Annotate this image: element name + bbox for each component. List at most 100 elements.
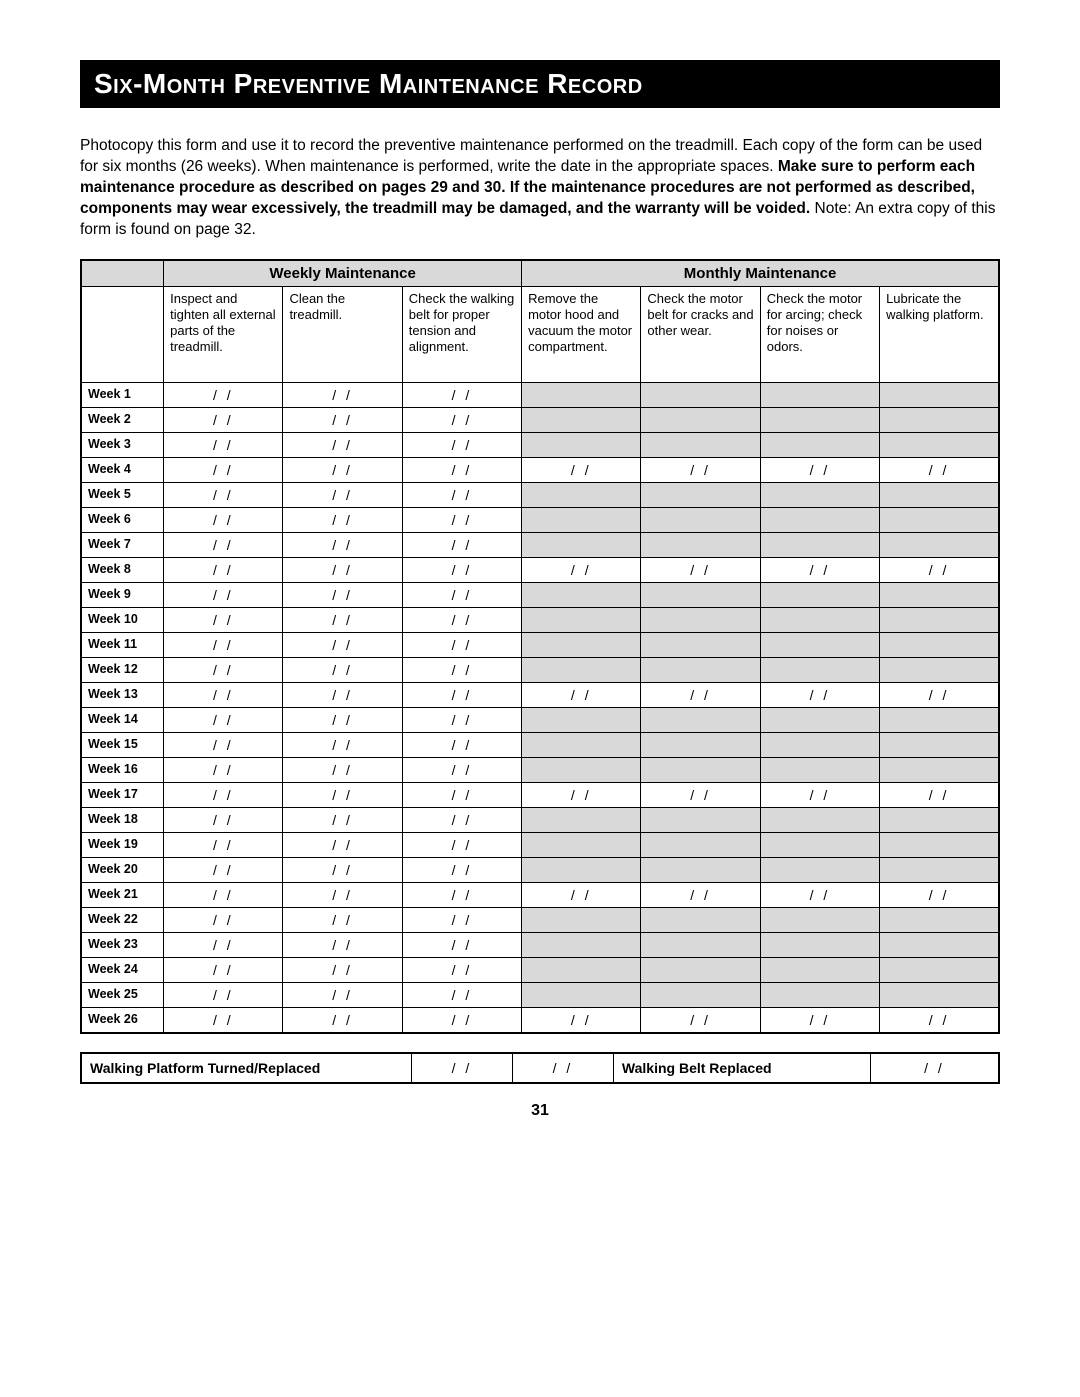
monthly-shaded-cell — [641, 507, 760, 532]
week-label: Week 25 — [81, 982, 164, 1007]
footer-platform-date-1: / / — [411, 1053, 512, 1083]
monthly-shaded-cell — [760, 732, 879, 757]
monthly-shaded-cell — [522, 482, 641, 507]
table-row: Week 6/ // // / — [81, 507, 999, 532]
table-row: Week 23/ // // / — [81, 932, 999, 957]
monthly-date-cell: / / — [760, 557, 879, 582]
monthly-date-cell: / / — [880, 682, 999, 707]
weekly-date-cell: / / — [164, 507, 283, 532]
monthly-date-cell: / / — [760, 782, 879, 807]
monthly-date-cell: / / — [880, 557, 999, 582]
weekly-date-cell: / / — [283, 907, 402, 932]
weekly-date-cell: / / — [402, 732, 521, 757]
task-blank — [81, 286, 164, 382]
table-corner — [81, 260, 164, 287]
week-label: Week 19 — [81, 832, 164, 857]
week-label: Week 20 — [81, 857, 164, 882]
weekly-date-cell: / / — [164, 682, 283, 707]
weekly-date-cell: / / — [283, 757, 402, 782]
weekly-date-cell: / / — [402, 432, 521, 457]
monthly-shaded-cell — [641, 382, 760, 407]
monthly-shaded-cell — [522, 582, 641, 607]
table-row: Week 20/ // // / — [81, 857, 999, 882]
week-label: Week 15 — [81, 732, 164, 757]
table-row: Week 17/ // // // // // // / — [81, 782, 999, 807]
week-label: Week 16 — [81, 757, 164, 782]
monthly-shaded-cell — [760, 382, 879, 407]
week-label: Week 21 — [81, 882, 164, 907]
monthly-shaded-cell — [522, 957, 641, 982]
monthly-shaded-cell — [641, 982, 760, 1007]
table-row: Week 22/ // // / — [81, 907, 999, 932]
weekly-date-cell: / / — [283, 632, 402, 657]
monthly-shaded-cell — [760, 857, 879, 882]
page-number: 31 — [80, 1102, 1000, 1120]
monthly-shaded-cell — [641, 732, 760, 757]
weekly-date-cell: / / — [283, 957, 402, 982]
maintenance-table: Weekly Maintenance Monthly Maintenance I… — [80, 259, 1000, 1034]
week-label: Week 22 — [81, 907, 164, 932]
weekly-date-cell: / / — [164, 457, 283, 482]
weekly-date-cell: / / — [283, 382, 402, 407]
monthly-shaded-cell — [641, 832, 760, 857]
monthly-shaded-cell — [522, 407, 641, 432]
monthly-shaded-cell — [522, 807, 641, 832]
monthly-shaded-cell — [880, 632, 999, 657]
week-label: Week 7 — [81, 532, 164, 557]
weekly-date-cell: / / — [283, 857, 402, 882]
table-row: Week 18/ // // / — [81, 807, 999, 832]
monthly-shaded-cell — [880, 732, 999, 757]
task-1: Inspect and tighten all external parts o… — [164, 286, 283, 382]
monthly-date-cell: / / — [760, 882, 879, 907]
table-row: Week 4/ // // // // // // / — [81, 457, 999, 482]
monthly-shaded-cell — [522, 632, 641, 657]
week-label: Week 6 — [81, 507, 164, 532]
task-7: Lubricate the walking platform. — [880, 286, 999, 382]
weekly-date-cell: / / — [283, 807, 402, 832]
weekly-date-cell: / / — [283, 657, 402, 682]
table-row: Week 13/ // // // // // // / — [81, 682, 999, 707]
week-label: Week 9 — [81, 582, 164, 607]
weekly-date-cell: / / — [283, 432, 402, 457]
monthly-shaded-cell — [522, 507, 641, 532]
footer-platform-date-2: / / — [512, 1053, 613, 1083]
footer-platform-label: Walking Platform Turned/Replaced — [81, 1053, 411, 1083]
weekly-date-cell: / / — [402, 557, 521, 582]
week-label: Week 11 — [81, 632, 164, 657]
monthly-shaded-cell — [880, 507, 999, 532]
weekly-date-cell: / / — [283, 832, 402, 857]
weekly-date-cell: / / — [402, 607, 521, 632]
monthly-shaded-cell — [880, 382, 999, 407]
monthly-shaded-cell — [522, 657, 641, 682]
monthly-shaded-cell — [760, 507, 879, 532]
weekly-date-cell: / / — [283, 732, 402, 757]
monthly-shaded-cell — [880, 957, 999, 982]
monthly-shaded-cell — [760, 957, 879, 982]
monthly-date-cell: / / — [880, 457, 999, 482]
weekly-date-cell: / / — [164, 432, 283, 457]
week-label: Week 4 — [81, 457, 164, 482]
monthly-date-cell: / / — [641, 682, 760, 707]
monthly-date-cell: / / — [522, 682, 641, 707]
header-weekly: Weekly Maintenance — [164, 260, 522, 287]
weekly-date-cell: / / — [283, 407, 402, 432]
monthly-shaded-cell — [522, 707, 641, 732]
monthly-date-cell: / / — [641, 457, 760, 482]
monthly-shaded-cell — [880, 832, 999, 857]
weekly-date-cell: / / — [402, 482, 521, 507]
week-label: Week 2 — [81, 407, 164, 432]
weekly-date-cell: / / — [283, 707, 402, 732]
monthly-shaded-cell — [641, 432, 760, 457]
weekly-date-cell: / / — [402, 707, 521, 732]
monthly-date-cell: / / — [522, 1007, 641, 1033]
monthly-shaded-cell — [522, 857, 641, 882]
table-row: Week 9/ // // / — [81, 582, 999, 607]
table-row: Week 25/ // // / — [81, 982, 999, 1007]
monthly-shaded-cell — [880, 657, 999, 682]
table-row: Week 2/ // // / — [81, 407, 999, 432]
monthly-shaded-cell — [760, 632, 879, 657]
monthly-shaded-cell — [880, 932, 999, 957]
weekly-date-cell: / / — [402, 757, 521, 782]
weekly-date-cell: / / — [283, 507, 402, 532]
weekly-date-cell: / / — [402, 982, 521, 1007]
